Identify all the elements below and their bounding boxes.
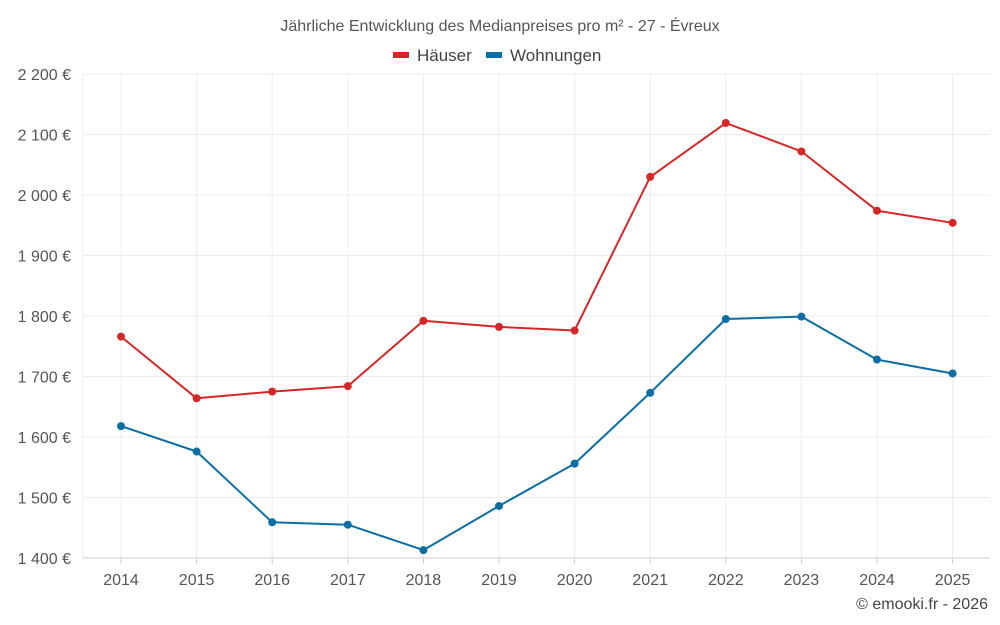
data-point-hauser[interactable] (721, 119, 730, 128)
data-point-hauser[interactable] (192, 394, 201, 403)
data-point-wohnungen[interactable] (192, 447, 201, 456)
y-tick-label: 1 600 € (18, 430, 71, 447)
y-tick-label: 2 200 € (18, 67, 71, 84)
y-tick-label: 1 400 € (18, 551, 71, 568)
data-point-wohnungen[interactable] (343, 520, 352, 529)
data-point-wohnungen[interactable] (117, 422, 125, 431)
legend-swatch-wohnungen (486, 52, 502, 58)
y-tick-label: 1 500 € (18, 491, 71, 508)
data-point-wohnungen[interactable] (495, 501, 503, 510)
legend: Häuser Wohnungen (393, 46, 601, 65)
data-point-hauser[interactable] (419, 316, 428, 325)
x-tick-label: 2017 (330, 572, 366, 589)
legend-label-hauser: Häuser (417, 46, 472, 65)
y-tick-label: 1 900 € (18, 249, 71, 266)
data-point-wohnungen[interactable] (948, 369, 957, 378)
y-tick-label: 1 800 € (18, 309, 71, 326)
y-axis: 1 400 € 1 500 € 1 600 € 1 700 € 1 800 € 1 900… (18, 67, 84, 568)
x-tick-label: 2014 (103, 572, 139, 589)
data-point-hauser[interactable] (117, 332, 125, 341)
data-point-wohnungen[interactable] (721, 315, 730, 324)
chart-title: Jährliche Entwicklung des Medianpreises … (280, 16, 719, 35)
credit-text: © emooki.fr - 2026 (856, 596, 988, 613)
legend-swatch-hauser (393, 52, 409, 58)
data-point-wohnungen[interactable] (873, 355, 881, 364)
data-point-hauser[interactable] (646, 172, 655, 181)
x-tick-label: 2016 (254, 572, 290, 589)
data-point-wohnungen[interactable] (646, 388, 655, 397)
x-tick-label: 2024 (859, 572, 895, 589)
data-point-hauser[interactable] (873, 206, 881, 215)
legend-label-wohnungen: Wohnungen (510, 46, 601, 65)
data-point-hauser[interactable] (268, 387, 277, 396)
series-line-hauser (120, 122, 953, 400)
x-tick-label: 2015 (179, 572, 215, 589)
x-tick-label: 2023 (784, 572, 820, 589)
x-tick-label: 2022 (708, 572, 744, 589)
data-point-hauser[interactable] (343, 382, 352, 391)
data-point-wohnungen[interactable] (570, 459, 579, 468)
x-tick-label: 2025 (935, 572, 971, 589)
data-point-hauser[interactable] (948, 218, 957, 227)
x-tick-label: 2018 (406, 572, 442, 589)
data-point-wohnungen[interactable] (419, 546, 428, 555)
data-point-wohnungen[interactable] (268, 518, 277, 527)
y-tick-label: 1 700 € (18, 370, 71, 387)
data-point-wohnungen[interactable] (797, 312, 806, 321)
data-point-hauser[interactable] (797, 147, 806, 156)
series-line-wohnungen (120, 315, 953, 552)
series (117, 119, 957, 555)
x-tick-label: 2021 (632, 572, 668, 589)
x-tick-label: 2020 (557, 572, 593, 589)
y-tick-label: 2 100 € (18, 128, 71, 145)
y-tick-label: 2 000 € (18, 188, 71, 205)
data-point-hauser[interactable] (570, 326, 579, 335)
x-tick-label: 2019 (481, 572, 517, 589)
x-axis: 2014 2015 2016 2017 2018 2019 2020 2021 2022 2023… (83, 557, 990, 589)
data-point-hauser[interactable] (495, 322, 503, 331)
